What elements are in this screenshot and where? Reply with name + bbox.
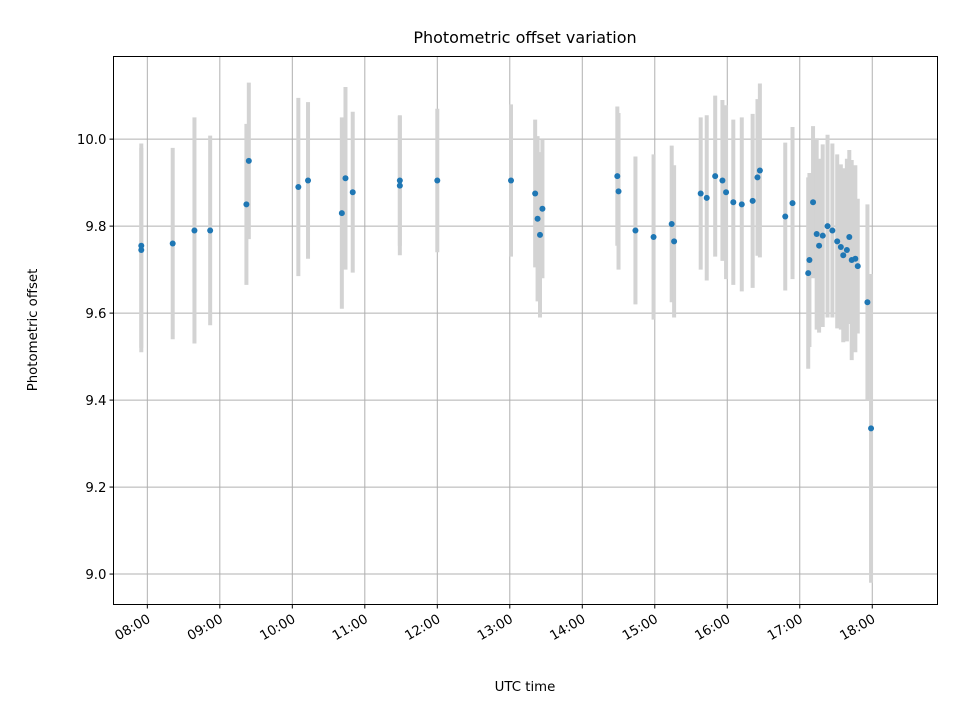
- data-point: [539, 205, 546, 212]
- data-point: [810, 199, 817, 206]
- data-point: [852, 255, 859, 262]
- data-point: [834, 238, 841, 245]
- data-point: [854, 263, 861, 270]
- data-point: [671, 238, 678, 245]
- data-point: [532, 190, 539, 197]
- x-tick-label: 08:00: [113, 612, 154, 644]
- data-point: [338, 210, 345, 217]
- data-point: [868, 425, 875, 432]
- data-point: [191, 227, 198, 234]
- data-point: [824, 223, 831, 230]
- data-point: [843, 247, 850, 254]
- data-point: [738, 201, 745, 208]
- data-point: [396, 182, 403, 189]
- data-point: [864, 299, 871, 306]
- x-tick-label: 17:00: [765, 612, 806, 644]
- data-point: [756, 167, 763, 174]
- data-point: [723, 189, 730, 196]
- data-point: [508, 177, 515, 184]
- data-point: [207, 227, 214, 234]
- data-point: [819, 232, 826, 239]
- x-tick-label: 13:00: [475, 612, 516, 644]
- data-point: [749, 197, 756, 204]
- x-tick-label: 12:00: [403, 612, 444, 644]
- data-point: [816, 242, 823, 249]
- data-point: [305, 177, 312, 184]
- data-point: [829, 227, 836, 234]
- data-point: [719, 177, 726, 184]
- data-point: [243, 201, 250, 208]
- data-point: [697, 190, 704, 197]
- plot-frame: [113, 56, 938, 605]
- data-point: [730, 199, 737, 206]
- data-point: [396, 177, 403, 184]
- data-point: [615, 188, 622, 195]
- x-axis-label: UTC time: [495, 680, 556, 695]
- x-tick-label: 18:00: [838, 612, 879, 644]
- data-point: [668, 220, 675, 227]
- data-point: [534, 215, 541, 222]
- y-tick-label: 9.0: [85, 568, 106, 583]
- x-tick-label: 10:00: [258, 612, 299, 644]
- data-point: [295, 183, 302, 190]
- data-point: [349, 189, 356, 196]
- data-point: [138, 242, 145, 249]
- data-point: [782, 213, 789, 220]
- data-point: [754, 174, 761, 181]
- data-point: [614, 173, 621, 180]
- point-layer: [138, 157, 875, 432]
- x-tick-label: 16:00: [693, 612, 734, 644]
- data-point: [806, 257, 813, 264]
- data-point: [846, 233, 853, 240]
- x-tick-label: 15:00: [620, 612, 661, 644]
- errorbar-layer: [139, 82, 874, 583]
- y-tick-label: 9.8: [85, 220, 106, 235]
- data-point: [840, 252, 847, 259]
- data-point: [703, 194, 710, 201]
- y-tick-label: 9.6: [85, 307, 106, 322]
- data-point: [342, 175, 349, 182]
- data-point: [712, 173, 719, 180]
- data-point: [434, 177, 441, 184]
- y-tick-label: 9.4: [85, 394, 106, 409]
- data-point: [805, 270, 812, 277]
- data-point: [789, 200, 796, 207]
- data-point: [245, 157, 252, 164]
- data-point: [169, 240, 176, 247]
- data-point: [536, 231, 543, 238]
- y-tick-label: 9.2: [85, 481, 106, 496]
- x-tick-label: 09:00: [185, 612, 226, 644]
- data-point: [650, 233, 657, 240]
- x-tick-label: 11:00: [330, 612, 371, 644]
- data-point: [632, 227, 639, 234]
- y-tick-label: 10.0: [77, 133, 107, 148]
- chart-title: Photometric offset variation: [413, 28, 636, 47]
- data-point: [813, 230, 820, 237]
- y-axis-label: Photometric offset: [26, 269, 41, 392]
- data-point: [138, 247, 145, 254]
- data-point: [837, 243, 844, 250]
- x-tick-label: 14:00: [548, 612, 589, 644]
